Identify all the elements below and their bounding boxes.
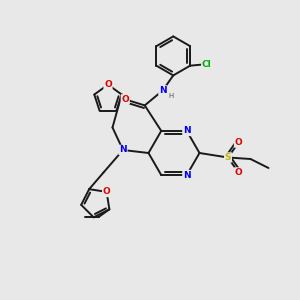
Text: O: O	[104, 80, 112, 89]
Text: Cl: Cl	[202, 60, 211, 69]
Text: S: S	[225, 153, 231, 162]
Text: N: N	[183, 171, 190, 180]
Text: N: N	[119, 146, 127, 154]
Text: O: O	[235, 168, 242, 177]
Text: N: N	[183, 126, 190, 135]
Text: N: N	[159, 86, 166, 95]
Text: O: O	[122, 95, 129, 104]
Text: O: O	[103, 188, 110, 196]
Text: H: H	[169, 93, 174, 99]
Text: O: O	[235, 138, 242, 147]
